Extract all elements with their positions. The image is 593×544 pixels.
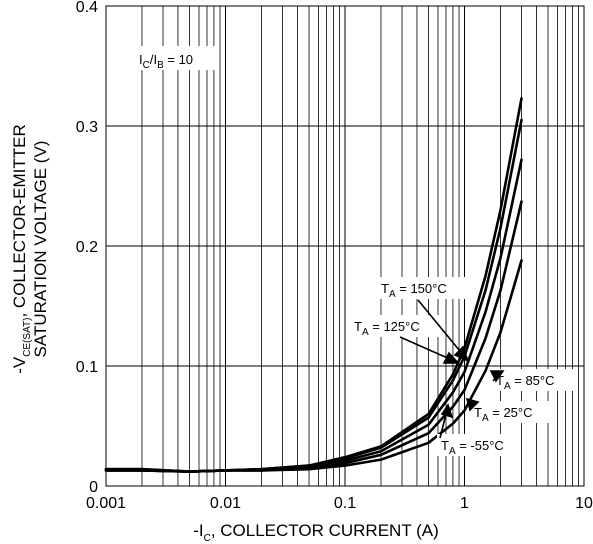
series-label-150: TA = 150°C xyxy=(381,281,447,300)
y-axis-label-line2: SATURATION VOLTAGE (V) xyxy=(31,141,50,358)
y-tick-label: 0.3 xyxy=(76,119,98,136)
y-tick-label: 0.1 xyxy=(76,359,98,376)
arrow-minus55-head xyxy=(440,403,454,419)
series-label-125: TA = 125°C xyxy=(354,319,420,338)
y-axis-label-line1: -VCE(SAT), COLLECTOR-EMITTER xyxy=(10,124,33,374)
y-tick-label: 0.4 xyxy=(76,0,98,16)
label-arrows xyxy=(399,299,505,439)
arrow-85-head xyxy=(489,370,505,383)
y-tick-label: 0.2 xyxy=(76,239,98,256)
y-tick-label: 0 xyxy=(89,479,98,496)
condition-box xyxy=(135,46,217,70)
condition-label: IC/IB = 10 xyxy=(139,52,193,71)
series-labels: TA = 150°C TA = 125°C TA = 85°C TA = 25°… xyxy=(350,277,576,457)
y-axis-label-group: -VCE(SAT), COLLECTOR-EMITTER SATURATION … xyxy=(10,124,50,374)
label-bg-150 xyxy=(377,277,469,299)
label-bg-125 xyxy=(350,315,442,337)
plot-frame xyxy=(105,5,585,487)
x-tick-label: 0.001 xyxy=(86,495,126,512)
series-label-25: TA = 25°C xyxy=(474,405,533,424)
arrow-150-line xyxy=(417,299,465,357)
x-tick-label: 0.01 xyxy=(210,495,241,512)
x-tick-label: 1 xyxy=(460,495,469,512)
arrow-125-line xyxy=(399,336,453,361)
series-label-minus55: TA = -55°C xyxy=(441,438,504,457)
x-tick-label: 10 xyxy=(575,495,593,512)
arrow-25-head xyxy=(465,397,480,412)
label-bg-85 xyxy=(492,369,576,391)
x-tick-label: 0.1 xyxy=(334,495,356,512)
series-label-85: TA = 85°C xyxy=(496,373,555,392)
arrow-150-head xyxy=(453,345,470,363)
label-bg-25 xyxy=(470,401,550,423)
arrow-minus55-line xyxy=(439,413,447,439)
x-axis-label: -IC, COLLECTOR CURRENT (A) xyxy=(193,521,439,544)
arrow-125-head xyxy=(442,351,460,364)
label-bg-minus55 xyxy=(437,434,521,456)
grid-lines xyxy=(106,6,584,486)
series-line-4 xyxy=(104,259,523,473)
tick-labels: 0.001 0.01 0.1 1 10 0 0.1 0.2 0.3 0.4 xyxy=(76,0,593,512)
curves xyxy=(104,97,523,473)
